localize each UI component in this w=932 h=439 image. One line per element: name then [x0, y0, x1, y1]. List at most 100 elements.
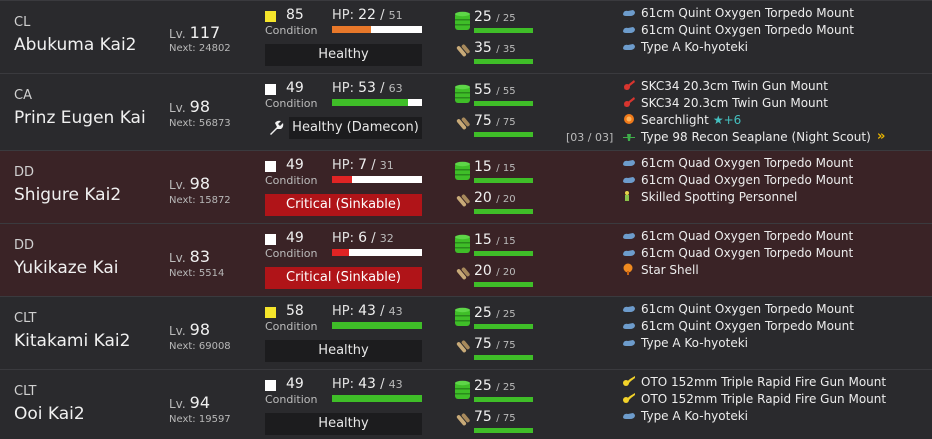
equipment-slot[interactable]: 61cm Quint Oxygen Torpedo Mount	[622, 319, 854, 333]
equipment-name: SKC34 20.3cm Twin Gun Mount	[641, 96, 828, 110]
equipment-slot[interactable]: Searchlight ★+6	[622, 113, 741, 127]
next-exp: Next: 15872	[169, 195, 231, 206]
torpedo-icon	[622, 303, 636, 313]
ammo-bar	[474, 132, 533, 137]
submarine-icon	[622, 41, 636, 51]
torpedo-icon	[622, 320, 636, 330]
condition-indicator	[265, 307, 276, 318]
equipment-slot[interactable]: 61cm Quint Oxygen Torpedo Mount	[622, 6, 854, 20]
level-value: 117	[189, 23, 221, 42]
equipment-slot[interactable]: OTO 152mm Triple Rapid Fire Gun Mount	[622, 375, 886, 389]
equipment-name: 61cm Quint Oxygen Torpedo Mount	[641, 23, 854, 37]
sec-gun-icon	[622, 375, 636, 386]
level-value: 98	[189, 97, 211, 116]
hp-bar-fill	[332, 99, 408, 106]
next-exp: Next: 5514	[169, 268, 224, 279]
equipment-slot[interactable]: Type A Ko-hyoteki	[622, 409, 748, 423]
ammo-readout: 20 / 20	[474, 190, 516, 206]
equipment-name: Skilled Spotting Personnel	[641, 190, 798, 204]
next-exp: Next: 69008	[169, 341, 231, 352]
equipment-slot[interactable]: 61cm Quint Oxygen Torpedo Mount	[622, 23, 854, 37]
ammo-bar	[474, 428, 533, 433]
condition-label: Condition	[265, 24, 318, 37]
hp-readout: HP: 22 / 51	[332, 7, 403, 23]
fuel-icon	[454, 11, 471, 31]
equipment-slot[interactable]: Star Shell	[622, 263, 699, 277]
level-label: Lv.	[169, 324, 186, 338]
ammo-sep: /	[496, 44, 503, 55]
ship-type: DD	[14, 165, 35, 180]
fuel-current: 25	[474, 305, 492, 321]
ammo-max: 75	[502, 340, 516, 351]
ammo-readout: 75 / 75	[474, 409, 516, 425]
ammo-max: 35	[502, 44, 516, 55]
equipment-slot[interactable]: Type A Ko-hyoteki	[622, 336, 748, 350]
ship-row[interactable]: CL Abukuma Kai2 Lv. 117 Next: 24802 85 Conditi…	[0, 0, 932, 73]
next-value: 24802	[198, 43, 231, 54]
next-label: Next:	[169, 341, 196, 352]
fuel-current: 55	[474, 82, 492, 98]
equipment-name: 61cm Quad Oxygen Torpedo Mount	[641, 246, 854, 260]
hp-current: 43	[358, 376, 376, 392]
ammo-readout: 20 / 20	[474, 263, 516, 279]
status-badge: Healthy	[265, 44, 422, 66]
equipment-slot[interactable]: 61cm Quad Oxygen Torpedo Mount	[622, 229, 853, 243]
equipment-name: Searchlight	[641, 113, 709, 127]
fuel-bar	[474, 324, 533, 329]
fuel-readout: 55 / 55	[474, 82, 516, 98]
equipment-slot[interactable]: Type 98 Recon Seaplane (Night Scout)	[622, 130, 871, 144]
hp-bar	[332, 322, 422, 329]
level-label: Lv.	[169, 251, 186, 265]
hp-max: 31	[379, 159, 394, 172]
ammo-bar	[474, 209, 533, 214]
equipment-slot[interactable]: SKC34 20.3cm Twin Gun Mount	[622, 96, 828, 110]
ship-name: Prinz Eugen Kai	[14, 108, 146, 128]
equipment-name: OTO 152mm Triple Rapid Fire Gun Mount	[641, 375, 887, 389]
condition-indicator	[265, 161, 276, 172]
ammo-current: 20	[474, 190, 492, 206]
level-display: Lv. 98	[169, 320, 210, 339]
ship-row[interactable]: CLT Ooi Kai2 Lv. 94 Next: 19597 49 Condition HP…	[0, 369, 932, 439]
next-label: Next:	[169, 414, 196, 425]
hp-max: 32	[379, 232, 394, 245]
ship-row[interactable]: DD Shigure Kai2 Lv. 98 Next: 15872 49 Conditio…	[0, 150, 932, 223]
torpedo-icon	[622, 24, 636, 34]
fuel-max: 25	[502, 382, 516, 393]
ammo-sep: /	[496, 413, 503, 424]
ship-name: Ooi Kai2	[14, 404, 85, 424]
hp-bar-fill	[332, 249, 349, 256]
equipment-slot[interactable]: 61cm Quad Oxygen Torpedo Mount	[622, 156, 853, 170]
equipment-slot[interactable]: Skilled Spotting Personnel	[622, 190, 797, 204]
ship-row[interactable]: CLT Kitakami Kai2 Lv. 98 Next: 69008 58 Condit…	[0, 296, 932, 369]
equipment-slot[interactable]: 61cm Quad Oxygen Torpedo Mount	[622, 173, 853, 187]
fuel-bar	[474, 28, 533, 33]
torpedo-icon	[622, 174, 636, 184]
wrench-icon	[267, 119, 285, 137]
condition-value: 85	[286, 7, 304, 23]
fuel-max: 25	[502, 13, 516, 24]
equipment-slot[interactable]: 61cm Quad Oxygen Torpedo Mount	[622, 246, 853, 260]
level-label: Lv.	[169, 397, 186, 411]
slot-count: [03 / 03]	[566, 131, 614, 144]
ship-row[interactable]: DD Yukikaze Kai Lv. 83 Next: 5514 49 Condition…	[0, 223, 932, 296]
equipment-slot[interactable]: SKC34 20.3cm Twin Gun Mount	[622, 79, 828, 93]
hp-current: 6	[358, 230, 368, 246]
ship-row[interactable]: CA Prinz Eugen Kai Lv. 98 Next: 56873 49 Condi…	[0, 73, 932, 150]
gun-icon	[622, 96, 636, 107]
level-label: Lv.	[169, 101, 186, 115]
ammo-readout: 35 / 35	[474, 40, 516, 56]
equipment-slot[interactable]: OTO 152mm Triple Rapid Fire Gun Mount	[622, 392, 886, 406]
fuel-sep: /	[496, 236, 503, 247]
fuel-icon	[454, 307, 471, 327]
condition-value: 58	[286, 303, 304, 319]
submarine-icon	[622, 337, 636, 347]
ammo-icon	[454, 411, 471, 431]
equipment-slot[interactable]: Type A Ko-hyoteki	[622, 40, 748, 54]
ammo-bar	[474, 282, 533, 287]
next-label: Next:	[169, 195, 196, 206]
fuel-bar	[474, 101, 533, 106]
fuel-readout: 25 / 25	[474, 9, 516, 25]
ammo-readout: 75 / 75	[474, 336, 516, 352]
equipment-slot[interactable]: 61cm Quint Oxygen Torpedo Mount	[622, 302, 854, 316]
